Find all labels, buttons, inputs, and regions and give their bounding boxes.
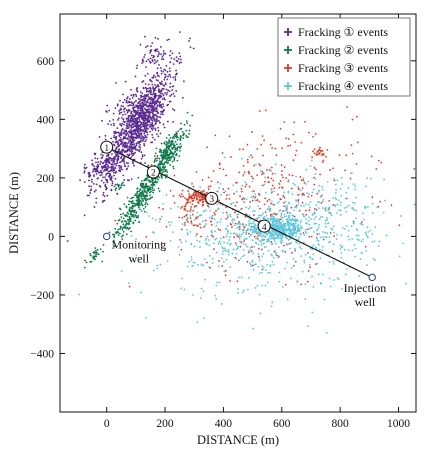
event-cluster xyxy=(83,244,105,269)
plot-frame xyxy=(59,13,417,413)
event-cluster xyxy=(153,134,184,173)
x-tick-label: 200 xyxy=(156,418,174,430)
legend-marker-1 xyxy=(284,28,292,36)
event-cluster xyxy=(135,35,182,83)
x-tick-label: 800 xyxy=(332,418,350,430)
legend-box xyxy=(277,17,411,97)
event-cluster xyxy=(163,127,191,155)
stage-marker-label: 3 xyxy=(209,195,214,205)
y-tick-label: 200 xyxy=(37,173,55,185)
legend-marker-2 xyxy=(284,46,292,54)
event-cluster xyxy=(98,64,174,181)
y-tick-label: 600 xyxy=(37,56,55,68)
legend: Fracking ① events Fracking ② events Fracki… xyxy=(277,17,411,97)
stage-marker-label: 2 xyxy=(151,169,156,179)
event-cluster xyxy=(178,185,225,207)
stage-marker-label: 1 xyxy=(104,144,109,154)
axis-ticks: 0 200 400 600 800 1000 −400 −200 0 200 400 600 xyxy=(30,14,416,430)
x-axis-title: DISTANCE (m) xyxy=(197,433,279,447)
event-cluster xyxy=(78,155,407,334)
well-path-layer: 1 2 3 4 xyxy=(100,140,376,282)
x-tick-label: 1000 xyxy=(387,418,410,430)
x-tick-label: 0 xyxy=(104,418,110,430)
y-axis-title: DISTANCE (m) xyxy=(7,172,21,254)
y-tick-label: −400 xyxy=(30,348,54,360)
event-cluster xyxy=(237,159,416,276)
stage-marker xyxy=(205,191,219,205)
y-tick-label: −200 xyxy=(30,290,54,302)
x-tick-label: 600 xyxy=(273,418,291,430)
y-tick-label: 0 xyxy=(48,231,54,243)
stage-marker xyxy=(257,219,271,233)
series-1-points xyxy=(66,31,195,242)
legend-label-4: Fracking ④ events xyxy=(298,79,388,93)
stage-marker-label: 4 xyxy=(262,223,267,233)
event-cluster xyxy=(113,181,124,191)
y-tick-label: 400 xyxy=(37,114,55,126)
stage-marker xyxy=(146,165,160,179)
legend-label-2: Fracking ② events xyxy=(298,43,388,57)
injection-well-marker xyxy=(368,273,376,282)
x-tick-label: 400 xyxy=(215,418,233,430)
injection-well-label-line2: well xyxy=(355,295,376,309)
legend-label-3: Fracking ③ events xyxy=(298,61,388,75)
monitoring-well-label-line2: well xyxy=(128,252,149,266)
legend-marker-3 xyxy=(284,64,292,72)
monitoring-well-marker xyxy=(102,232,111,241)
event-cluster xyxy=(312,146,329,163)
monitoring-well-label-line1: Monitoring xyxy=(111,238,166,252)
legend-marker-4 xyxy=(284,82,292,90)
legend-label-1: Fracking ① events xyxy=(298,25,388,39)
stage-marker xyxy=(100,140,114,154)
event-cluster xyxy=(114,106,416,288)
series-4-points xyxy=(78,155,416,334)
injection-well-label-line1: Injection xyxy=(344,281,387,295)
event-cluster xyxy=(79,144,129,192)
series-3-points xyxy=(114,106,416,288)
